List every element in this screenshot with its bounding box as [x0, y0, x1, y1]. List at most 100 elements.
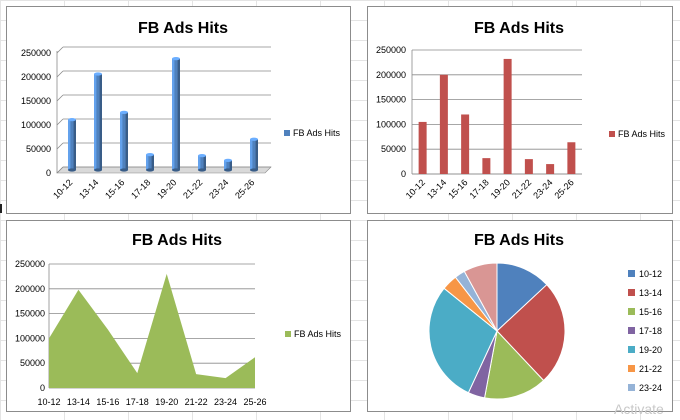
legend-label: 19-20: [639, 345, 662, 355]
chart-3-title: FB Ads Hits: [132, 232, 222, 249]
legend-swatch: [628, 308, 635, 315]
bar-cylinder: [224, 158, 232, 172]
cell-edge-mark: [0, 204, 6, 213]
legend-swatch: [285, 331, 291, 337]
gridline-depth: [56, 142, 64, 150]
y-tick-label: 100000: [21, 120, 51, 130]
bar-cylinder: [198, 154, 206, 172]
bar-base: [146, 168, 154, 172]
bar-body: [68, 119, 76, 170]
y-tick-label: 200000: [376, 70, 406, 80]
x-tick-label: 17-18: [129, 177, 152, 200]
pie-slice: [483, 329, 545, 400]
x-tick-label: 17-18: [467, 177, 490, 200]
bar-shadow: [125, 112, 128, 170]
bar-top: [68, 118, 76, 122]
x-tick-label: 21-22: [181, 177, 204, 200]
bar: [461, 114, 470, 174]
bar-top: [172, 57, 180, 61]
legend-swatch: [628, 270, 635, 277]
y-tick-label: 150000: [21, 96, 51, 106]
legend-swatch: [628, 365, 635, 372]
gridline-depth: [56, 46, 64, 54]
x-tick-label: 25-26: [552, 177, 575, 200]
y-tick-label: 100000: [376, 119, 406, 129]
bar-shadow: [99, 74, 102, 170]
y-tick-label: 0: [401, 169, 406, 179]
y-tick-label: 50000: [20, 358, 45, 368]
bar: [503, 58, 512, 174]
chart-2-container[interactable]: FB Ads Hits 0 50000 100000 150000 200000 2500…: [367, 6, 673, 214]
bar-body: [198, 155, 206, 170]
bar-highlight: [198, 155, 201, 170]
x-tick-label: 15-16: [96, 397, 119, 407]
bar-top: [94, 72, 102, 76]
bar-top: [250, 137, 258, 141]
y-tick-label: 100000: [15, 333, 45, 343]
x-tick-label: 19-20: [489, 177, 512, 200]
bar: [439, 74, 448, 174]
chart-1-container[interactable]: FB Ads Hits 0 50000 100000 150000 200000 2500…: [6, 6, 351, 214]
bar-highlight: [250, 139, 253, 170]
x-tick-label: 25-26: [243, 397, 266, 407]
y-tick-label: 250000: [15, 259, 45, 269]
legend-swatch: [284, 130, 290, 136]
gridline-depth: [56, 118, 64, 126]
legend-swatch: [609, 131, 615, 137]
bar-body: [250, 139, 258, 170]
x-tick-label: 17-18: [126, 397, 149, 407]
bar-body: [172, 58, 180, 170]
bar-top: [224, 158, 232, 162]
chart-floor: [56, 166, 272, 174]
y-tick-label: 200000: [15, 284, 45, 294]
x-tick-label: 15-16: [103, 177, 126, 200]
x-tick-label: 10-12: [404, 177, 427, 200]
y-tick-label: 50000: [26, 144, 51, 154]
x-tick-label: 21-22: [185, 397, 208, 407]
bar-base: [224, 168, 232, 172]
bar: [482, 158, 491, 174]
legend-swatch: [628, 346, 635, 353]
bar-base: [172, 168, 180, 172]
legend-label: FB Ads Hits: [294, 329, 342, 339]
bar-body: [94, 74, 102, 170]
x-tick-label: 19-20: [155, 397, 178, 407]
pie-slice: [496, 283, 566, 382]
bar-highlight: [68, 119, 71, 170]
gridline-depth: [56, 70, 64, 78]
x-tick-label: 13-14: [425, 177, 448, 200]
chart-4-title: FB Ads Hits: [474, 232, 564, 249]
x-tick-label: 13-14: [77, 177, 100, 200]
bar-shadow: [229, 160, 232, 170]
bar-highlight: [94, 74, 97, 170]
chart-3-container[interactable]: FB Ads Hits 0 50000 100000 150000 200000 2500…: [6, 220, 351, 412]
y-tick-label: 150000: [15, 309, 45, 319]
chart-1-title: FB Ads Hits: [138, 20, 228, 37]
chart-4-container[interactable]: FB Ads Hits 10-12 13-14 15-16 17-18 19-20 21-…: [367, 220, 673, 412]
y-tick-label: 250000: [21, 48, 51, 58]
x-tick-label: 25-26: [233, 177, 256, 200]
pie-slice: [496, 262, 548, 333]
bar-shadow: [255, 139, 258, 170]
legend-label: FB Ads Hits: [618, 129, 666, 139]
bar-cylinder: [68, 118, 76, 172]
legend-label: 10-12: [639, 269, 662, 279]
x-tick-label: 15-16: [446, 177, 469, 200]
bar: [567, 142, 576, 174]
bar-cylinder: [250, 137, 258, 172]
bar-shadow: [151, 154, 154, 170]
legend-label: 23-24: [639, 383, 662, 393]
bar-highlight: [224, 160, 227, 170]
area-series: [49, 273, 255, 388]
bar: [546, 164, 555, 174]
bar-cylinder: [146, 153, 154, 172]
legend-label: 17-18: [639, 326, 662, 336]
gridline-depth: [56, 94, 64, 102]
bar-base: [120, 168, 128, 172]
bar-base: [94, 168, 102, 172]
legend-label: FB Ads Hits: [293, 128, 341, 138]
bar-top: [146, 153, 154, 157]
chart-3-svg: FB Ads Hits 0 50000 100000 150000 200000 2500…: [15, 232, 342, 407]
bar-highlight: [120, 112, 123, 170]
gridline-depth: [56, 166, 64, 174]
